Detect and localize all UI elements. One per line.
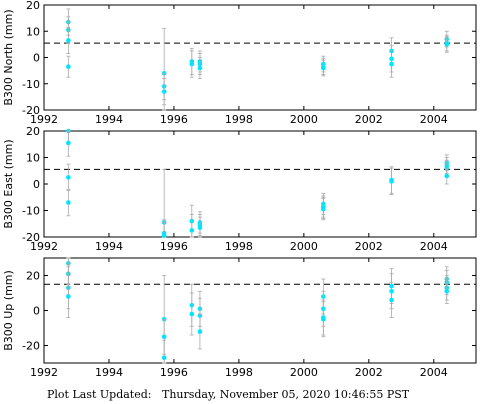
data-point [189,228,195,233]
data-point [389,179,394,184]
data-point [66,294,71,299]
x-tick-label: 1992 [30,366,58,379]
y-tick-label: 20 [26,270,40,283]
x-tick-label: 1992 [30,113,58,126]
y-tick-label: -20 [22,231,40,244]
plot-frame-1 [43,4,477,111]
data-point [66,64,71,69]
data-point [444,173,450,179]
data-point [161,334,167,340]
data-point [161,233,167,238]
y-tick-label: 10 [26,152,40,165]
x-tick-label: 1996 [160,240,188,253]
x-tick-label: 2000 [290,366,318,379]
footer: Plot Last Updated: Thursday, November 05… [47,388,409,401]
x-tick-label: 2002 [355,240,383,253]
data-point [389,297,394,303]
y-tick-label: 10 [26,25,40,38]
x-tick-label: 1996 [160,113,188,126]
y-tick-label: -20 [22,104,40,117]
data-point [66,38,71,43]
y-tick-label: -10 [22,78,40,91]
plot-frame-3 [43,257,477,364]
x-tick-label: 2000 [290,240,318,253]
x-tick-label: 1998 [225,240,253,253]
y-tick-label: 0 [33,52,40,65]
x-tick-label: 2000 [290,113,318,126]
x-tick-label: 2004 [420,113,448,126]
y-axis-title: B300 Up (mm) [2,270,15,351]
data-point [444,42,450,47]
y-axis-title: B300 North (mm) [2,9,15,105]
data-point [321,206,326,212]
data-point [197,329,203,334]
x-tick-label: 2004 [420,366,448,379]
y-tick-label: 20 [26,0,40,12]
x-tick-label: 1994 [95,113,123,126]
data-point [321,316,326,322]
y-axis-title: B300 East (mm) [2,139,15,228]
x-tick-label: 1998 [225,113,253,126]
footer-label: Plot Last Updated: [47,388,152,401]
y-tick-label: 0 [33,305,40,318]
x-tick-label: 1994 [95,240,123,253]
y-tick-label: -10 [22,205,40,218]
x-tick-label: 2004 [420,240,448,253]
x-tick-label: 2002 [355,113,383,126]
footer-timestamp: Thursday, November 05, 2020 10:46:55 PST [161,388,410,401]
data-point [197,65,203,71]
x-tick-label: 1994 [95,366,123,379]
data-point [389,61,394,67]
data-point [321,65,326,71]
data-point [444,288,450,294]
data-point [189,61,195,67]
data-point [66,175,71,180]
data-point [161,89,167,94]
data-point [189,311,195,317]
x-tick-label: 1996 [160,366,188,379]
x-tick-label: 1998 [225,366,253,379]
x-tick-label: 2002 [355,366,383,379]
x-tick-label: 1992 [30,240,58,253]
plot-frame-2 [43,130,477,238]
y-tick-label: 0 [33,178,40,191]
data-point [197,225,203,231]
data-point [66,140,71,146]
data-point [161,355,167,361]
data-point [66,200,71,205]
y-tick-label: -20 [22,340,40,353]
y-tick-label: 20 [26,125,40,138]
